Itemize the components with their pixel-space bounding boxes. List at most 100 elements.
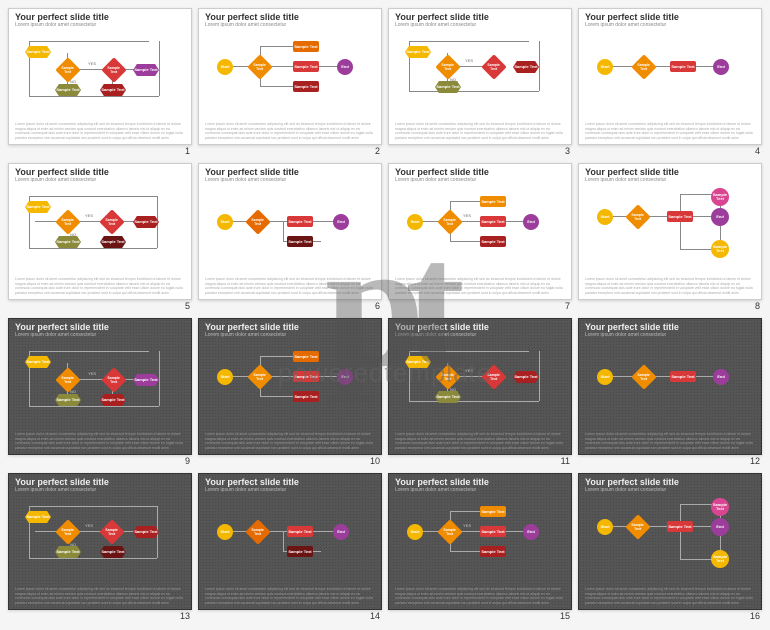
connector-line	[35, 221, 150, 222]
connector-line	[283, 221, 284, 241]
slide-thumbnail[interactable]: Your perfect slide titleLorem ipsum dolo…	[198, 163, 382, 312]
flowchart-node: Sample Text	[625, 204, 650, 229]
flowchart-node: End	[523, 214, 539, 230]
slide: Your perfect slide titleLorem ipsum dolo…	[198, 473, 382, 610]
slide-title: Your perfect slide title	[205, 168, 375, 177]
connector-line	[605, 216, 725, 217]
flowchart-node: Sample Text	[101, 367, 126, 392]
slide-thumbnail[interactable]: Your perfect slide titleLorem ipsum dolo…	[8, 163, 192, 312]
connector-line	[605, 66, 725, 67]
flowchart-node: Sample Text	[287, 216, 313, 227]
flowchart-node: Start	[217, 59, 233, 75]
slide-thumbnail[interactable]: Your perfect slide titleLorem ipsum dolo…	[388, 473, 572, 622]
slide-title: Your perfect slide title	[395, 168, 565, 177]
flowchart-node: End	[713, 369, 729, 385]
slide-number: 3	[388, 145, 572, 157]
flowchart-node: Sample Text	[55, 546, 81, 558]
flowchart-node: Sample Text	[293, 41, 319, 52]
flowchart-node: Sample Text	[247, 54, 272, 79]
slide: Your perfect slide titleLorem ipsum dolo…	[578, 8, 762, 145]
slide-subtitle: Lorem ipsum dolor amet consectetur	[15, 488, 185, 493]
slide-title: Your perfect slide title	[585, 168, 755, 177]
branch-label: YES	[88, 61, 96, 66]
connector-line	[283, 531, 284, 551]
slide-thumbnail[interactable]: Your perfect slide title Lorem ipsum dolo…	[578, 318, 762, 467]
slide-thumbnail[interactable]: Your perfect slide titleLorem ipsum dolo…	[578, 8, 762, 157]
slide-title: Your perfect slide title	[15, 168, 185, 177]
slide-number: 12	[578, 455, 762, 467]
slide-title: Your perfect slide title	[15, 13, 185, 22]
slide-thumbnail[interactable]: Your perfect slide titleLorem ipsum dolo…	[8, 318, 192, 467]
slide: Your perfect slide titleLorem ipsum dolo…	[388, 473, 572, 610]
slide-number: 11	[388, 455, 572, 467]
slide-number: 8	[578, 300, 762, 312]
flowchart-node: Sample Text	[667, 211, 693, 222]
slide: Your perfect slide titleLorem ipsum dolo…	[8, 8, 192, 145]
flowchart-node: Sample Text	[670, 61, 696, 72]
flowchart-node: Sample Text	[25, 46, 51, 58]
flowchart-node: Sample Text	[99, 519, 124, 544]
slide-title: Your perfect slide title	[395, 323, 565, 332]
slide-thumbnail[interactable]: Your perfect slide titleLorem ipsum dolo…	[198, 473, 382, 622]
slide-number: 15	[388, 610, 572, 622]
slide-thumbnail[interactable]: Your perfect slide titleLorem ipsum dolo…	[578, 473, 762, 622]
flowchart-node: Start	[597, 209, 613, 225]
flowchart-node: Sample Text	[293, 61, 319, 72]
slide-thumbnail[interactable]: Your perfect slide titleLorem ipsum dolo…	[388, 318, 572, 467]
flowchart-node: Sample Text	[711, 188, 729, 206]
slide-thumbnail[interactable]: Your perfect slide titleLorem ipsum dolo…	[8, 8, 192, 157]
slide-subtitle: Lorem ipsum dolor amet consectetur	[585, 488, 755, 493]
slide-thumbnail[interactable]: Your perfect slide titleLorem ipsum dolo…	[8, 473, 192, 622]
connector-line	[409, 91, 539, 92]
slide-thumbnail[interactable]: Your perfect slide titleLorem ipsum dolo…	[198, 318, 382, 467]
flowchart-node: Sample Text	[133, 216, 159, 228]
flowchart-node: Sample Text	[435, 81, 461, 93]
slide-subtitle: Lorem ipsum dolor amet consectetur	[205, 333, 375, 338]
connector-line	[409, 41, 529, 42]
connector-line	[29, 558, 157, 559]
slide-title: Your perfect slide title	[205, 323, 375, 332]
slide-number: 6	[198, 300, 382, 312]
slide-number: 14	[198, 610, 382, 622]
connector-line	[605, 376, 725, 377]
slide-thumbnail[interactable]: Your perfect slide titleLorem ipsum dolo…	[388, 163, 572, 312]
flowchart: StartSample TextSample TextSample TextSa…	[205, 341, 375, 430]
lorem-text: Lorem ipsum dolor sit amet consectetur a…	[395, 122, 565, 140]
flowchart-node: Sample Text	[287, 546, 313, 557]
flowchart: StartSample TextSample TextSample TextEn…	[585, 186, 755, 275]
flowchart-node: End	[713, 59, 729, 75]
branch-label: YES	[465, 368, 473, 373]
slide-thumbnail[interactable]: Your perfect slide titleLorem ipsum dolo…	[578, 163, 762, 312]
connector-line	[409, 351, 529, 352]
connector-line	[409, 401, 539, 402]
slide: Your perfect slide titleLorem ipsum dolo…	[198, 318, 382, 455]
flowchart-node: Sample Text	[480, 546, 506, 557]
lorem-text: Lorem ipsum dolor sit amet consectetur a…	[395, 587, 565, 605]
lorem-text: Lorem ipsum dolor sit amet consectetur a…	[585, 587, 755, 605]
slide-thumbnail[interactable]: Your perfect slide titleLorem ipsum dolo…	[198, 8, 382, 157]
slide-thumbnail[interactable]: Your perfect slide titleLorem ipsum dolo…	[388, 8, 572, 157]
flowchart-node: Sample Text	[711, 550, 729, 568]
slide: Your perfect slide title Lorem ipsum dolo…	[578, 318, 762, 455]
slide: Your perfect slide titleLorem ipsum dolo…	[578, 473, 762, 610]
connector-line	[225, 66, 345, 67]
flowchart-node: Sample Text	[625, 514, 650, 539]
slide-subtitle: Lorem ipsum dolor amet consectetur	[395, 178, 565, 183]
slide-title: Your perfect slide title	[205, 478, 375, 487]
slide-number: 4	[578, 145, 762, 157]
lorem-text: Lorem ipsum dolor sit amet consectetur a…	[585, 432, 755, 450]
slide: Your perfect slide titleLorem ipsum dolo…	[388, 318, 572, 455]
slide-subtitle: Lorem ipsum dolor amet consectetur	[585, 178, 755, 183]
lorem-text: Lorem ipsum dolor sit amet consectetur a…	[205, 122, 375, 140]
connector-line	[225, 221, 345, 222]
flowchart-node: Start	[407, 214, 423, 230]
flowchart-node: Sample Text	[711, 240, 729, 258]
slide-number: 16	[578, 610, 762, 622]
slide-number: 13	[8, 610, 192, 622]
flowchart-node: Sample Text	[711, 498, 729, 516]
flowchart: YESStartSample TextSample TextSample Tex…	[395, 496, 565, 585]
flowchart-node: Sample Text	[480, 196, 506, 207]
slide-title: Your perfect slide title	[585, 323, 755, 332]
branch-label: YES	[463, 213, 471, 218]
slide-subtitle: Lorem ipsum dolor amet consectetur	[205, 488, 375, 493]
